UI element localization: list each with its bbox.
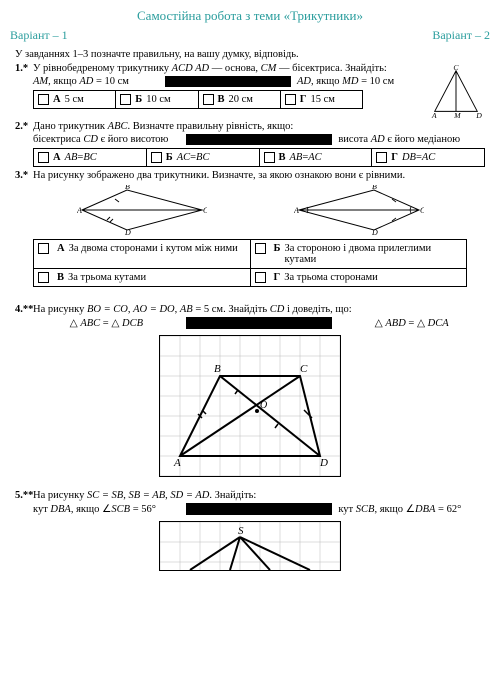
q1-num: 1.* — [15, 63, 33, 74]
svg-text:B: B — [372, 185, 377, 191]
q4-text: На рисунку BO = CO, AO = DO, AB = 5 см. … — [33, 304, 485, 315]
q2-text: Дано трикутник ABC. Визначте правильну р… — [33, 121, 485, 132]
question-1: 1.* У рівнобедреному трикутнику ACD AD —… — [15, 63, 485, 121]
q2-subrow: бісектриса CD є його висотою висота AD є… — [33, 134, 485, 145]
q1-subrow: AM, якщо AD = 10 см AD, якщо MD = 10 см — [33, 76, 423, 87]
svg-text:D: D — [371, 228, 378, 235]
q2-opt-a[interactable]: АAB = BC — [34, 149, 147, 166]
checkbox-icon — [255, 272, 266, 283]
checkbox-icon — [151, 152, 162, 163]
svg-text:A: A — [431, 111, 437, 120]
q1-opt-v[interactable]: В20 см — [199, 91, 281, 108]
q1-opt-b[interactable]: Б10 см — [116, 91, 198, 108]
checkbox-icon — [285, 94, 296, 105]
q4-figure: A B C D O — [15, 335, 485, 480]
checkbox-icon — [203, 94, 214, 105]
triangle-acd-icon: C A M D — [427, 63, 485, 121]
q4-num: 4.** — [15, 304, 33, 315]
q3-fig-right: A B C D — [294, 185, 424, 235]
question-2: 2.* Дано трикутник ABC. Визначте правиль… — [15, 121, 485, 132]
svg-text:C: C — [300, 363, 308, 375]
q2-options: АAB = BC БAC = BC ВAB = AC ГDB = AC — [33, 148, 485, 167]
svg-text:S: S — [238, 525, 244, 537]
q3-figures: A B C D A B C D — [33, 185, 467, 235]
instructions: У завданнях 1–3 позначте правильну, на в… — [15, 49, 485, 60]
svg-text:A: A — [173, 457, 181, 469]
q1-options: А5 см Б10 см В20 см Г15 см — [33, 90, 363, 109]
svg-text:A: A — [77, 206, 82, 215]
checkbox-icon — [255, 243, 266, 254]
checkbox-icon — [264, 152, 275, 163]
svg-text:B: B — [125, 185, 130, 191]
q3-opt-a[interactable]: АЗа двома сторонами і кутом між ними — [34, 240, 251, 268]
question-3: 3.* На рисунку зображено два трикутники.… — [15, 170, 485, 181]
svg-text:D: D — [319, 457, 328, 469]
svg-text:A: A — [294, 206, 299, 215]
q2-num: 2.* — [15, 121, 33, 132]
page-title: Самостійна робота з теми «Трикутники» — [0, 0, 500, 28]
q3-fig-left: A B C D — [77, 185, 207, 235]
q1-opt-g[interactable]: Г15 см — [281, 91, 362, 108]
variants-row: Варіант – 1 Варіант – 2 — [0, 28, 500, 49]
checkbox-icon — [38, 243, 49, 254]
svg-text:M: M — [453, 111, 461, 120]
q2-opt-b[interactable]: БAC = BC — [147, 149, 260, 166]
checkbox-icon — [120, 94, 131, 105]
q5-num: 5.** — [15, 490, 33, 501]
q2-opt-v[interactable]: ВAB = AC — [260, 149, 373, 166]
svg-text:C: C — [203, 206, 207, 215]
svg-text:O: O — [260, 400, 267, 411]
q3-opt-b[interactable]: БЗа стороною і двома прилеглими кутами — [251, 240, 467, 268]
q1-opt-a[interactable]: А5 см — [34, 91, 116, 108]
variant-1: Варіант – 1 — [10, 28, 68, 43]
q5-subrow: кут DBA, якщо ∠SCB = 56° кут SCB, якщо ∠… — [33, 503, 485, 515]
question-5: 5.** На рисунку SC = SB, SB = AB, SD = A… — [15, 490, 485, 501]
checkbox-icon — [38, 152, 49, 163]
q1-text: У рівнобедреному трикутнику ACD AD — осн… — [33, 63, 423, 74]
checkbox-icon — [38, 272, 49, 283]
q3-options: АЗа двома сторонами і кутом між ними БЗа… — [33, 239, 467, 287]
q5-figure: S — [15, 521, 485, 574]
svg-text:C: C — [453, 63, 459, 72]
svg-text:C: C — [420, 206, 424, 215]
svg-text:D: D — [475, 111, 482, 120]
checkbox-icon — [38, 94, 49, 105]
q5-text: На рисунку SC = SB, SB = AB, SD = AD. Зн… — [33, 490, 485, 501]
q2-opt-g[interactable]: ГDB = AC — [372, 149, 484, 166]
svg-text:D: D — [124, 228, 131, 235]
checkbox-icon — [376, 152, 387, 163]
q3-opt-v[interactable]: ВЗа трьома кутами — [34, 269, 251, 286]
q3-opt-g[interactable]: ГЗа трьома сторонами — [251, 269, 467, 286]
q3-text: На рисунку зображено два трикутники. Виз… — [33, 170, 485, 181]
variant-2: Варіант – 2 — [432, 28, 490, 43]
svg-text:B: B — [214, 363, 221, 375]
question-4: 4.** На рисунку BO = CO, AO = DO, AB = 5… — [15, 304, 485, 315]
q3-num: 3.* — [15, 170, 33, 181]
q4-subrow: △ ABC = △ DCB △ ABD = △ DCA — [33, 317, 485, 329]
content: У завданнях 1–3 позначте правильну, на в… — [0, 49, 500, 574]
